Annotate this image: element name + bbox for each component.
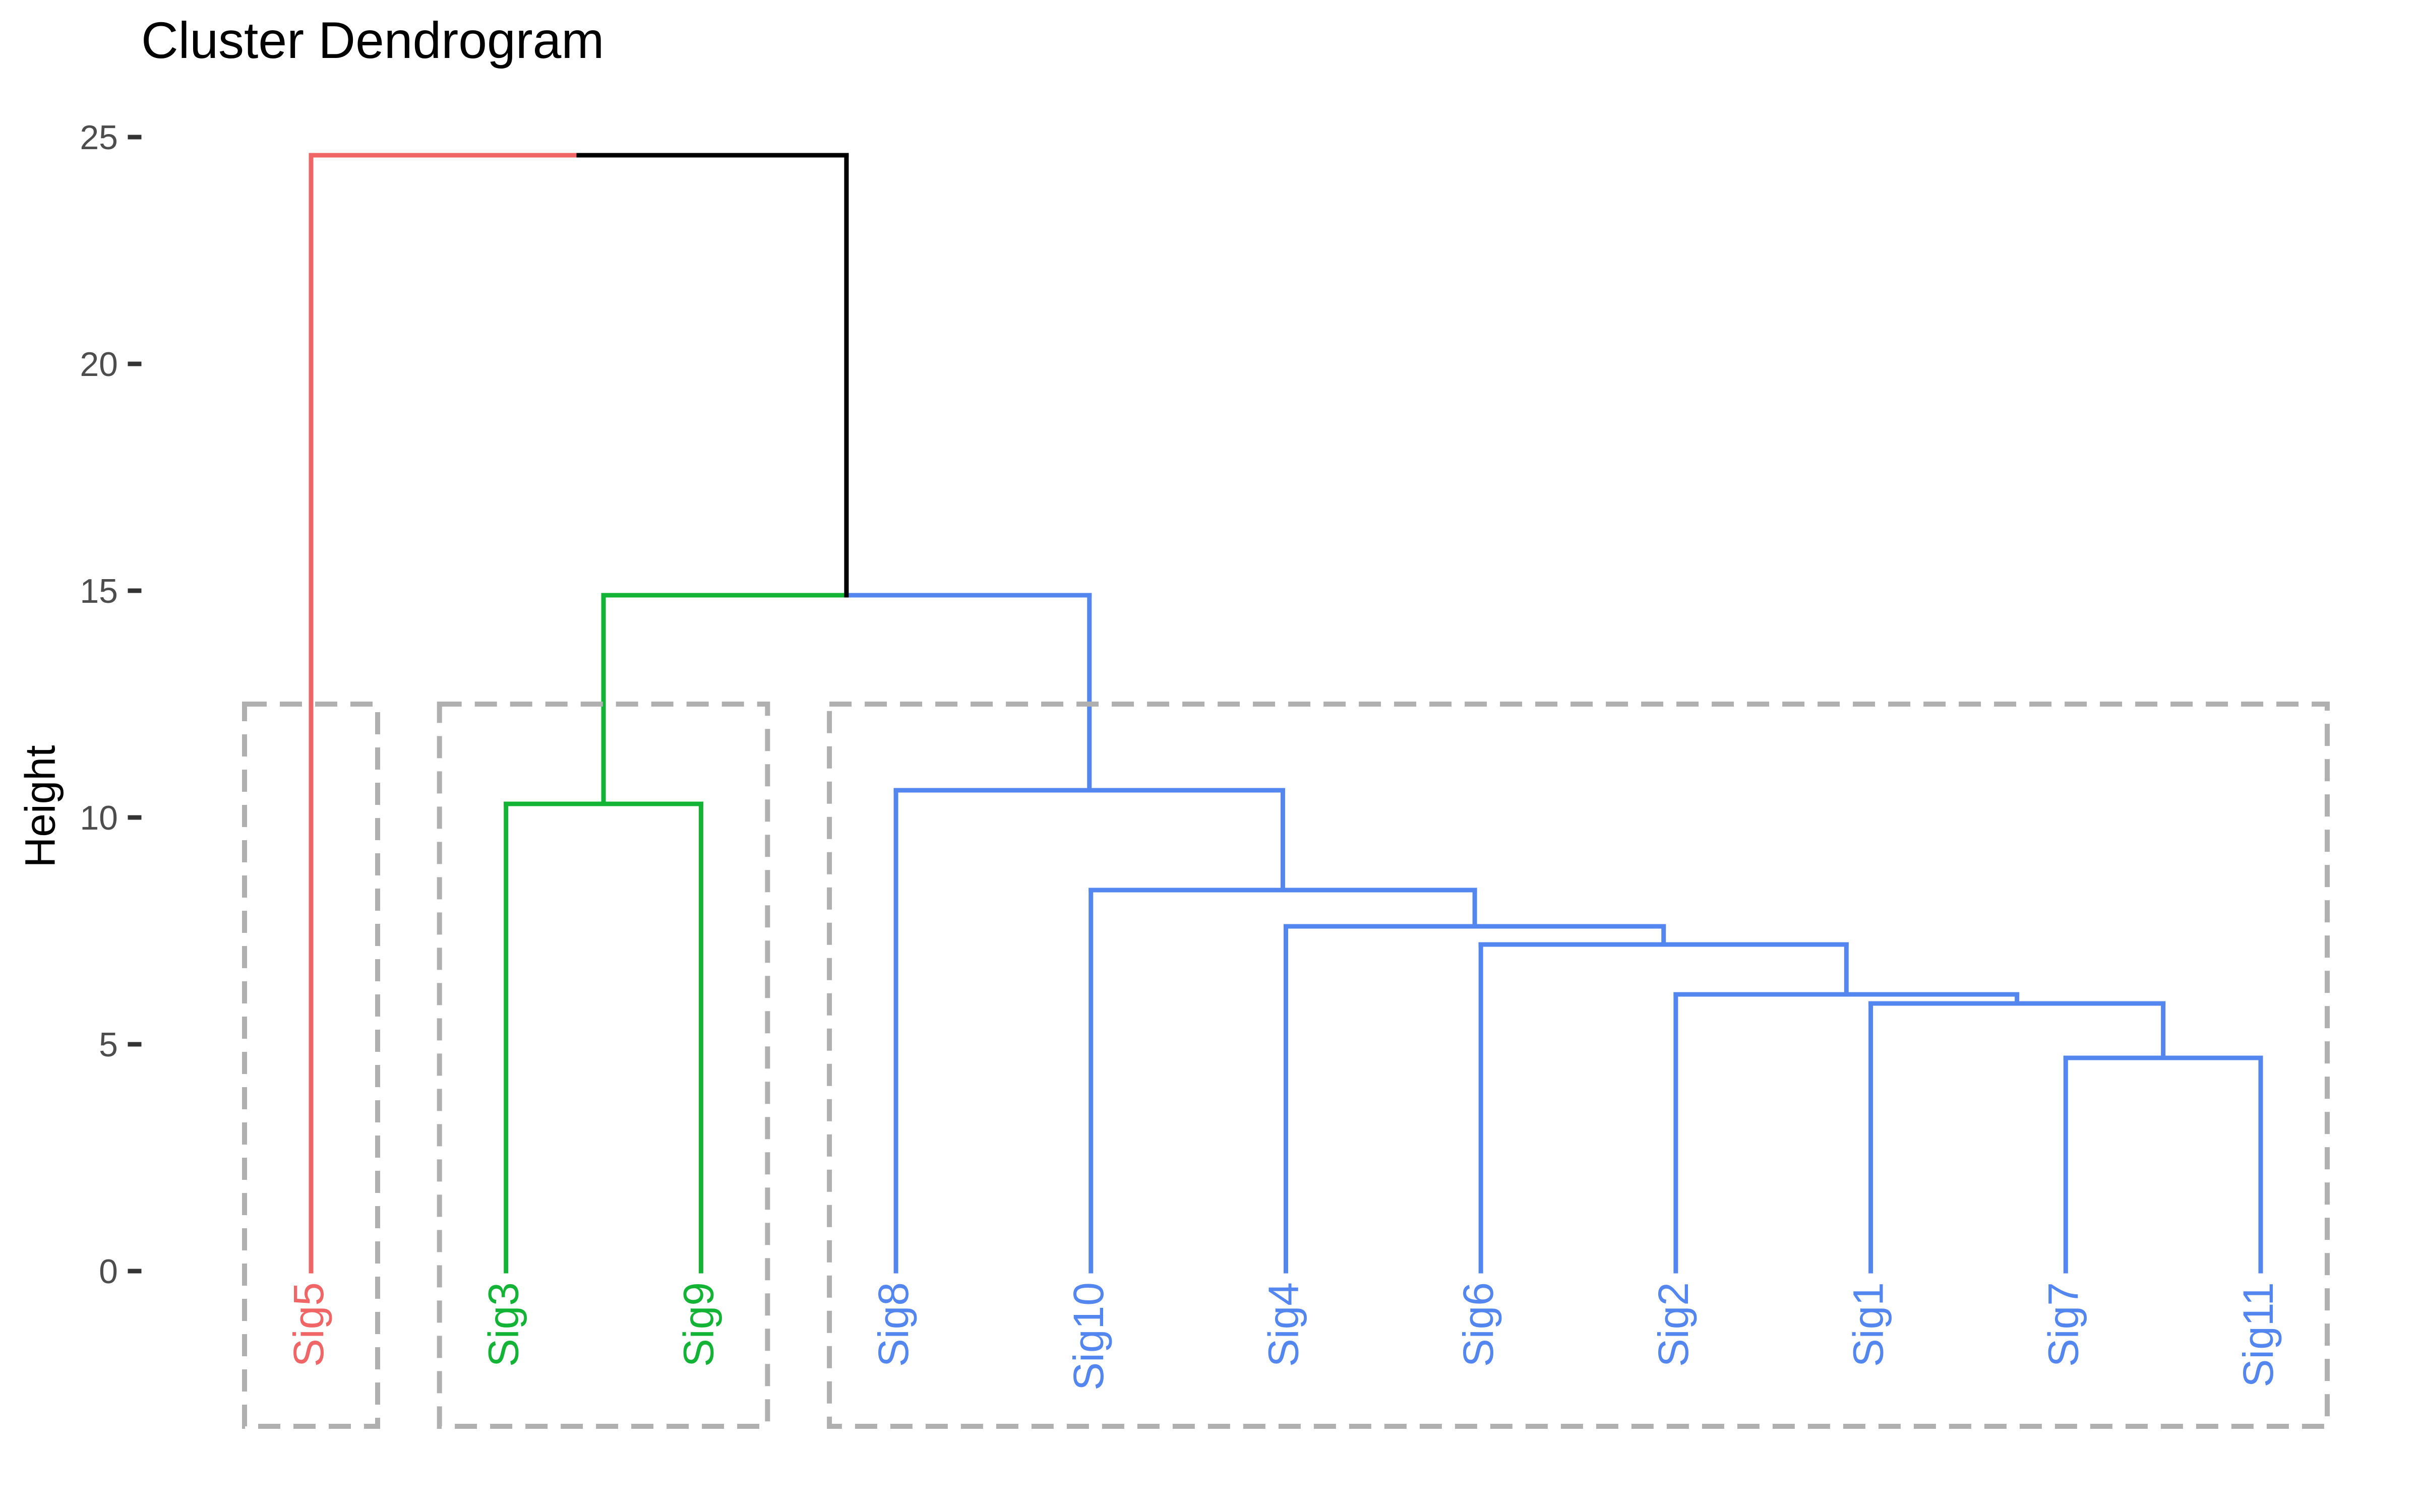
y-tick-label: 20 (80, 345, 118, 384)
y-tick-label: 5 (99, 1026, 118, 1064)
leaf-label: Sig7 (2039, 1282, 2087, 1367)
cluster-box (437, 702, 770, 1429)
leaf-label: Sig9 (675, 1282, 722, 1367)
leaf-label: Sig1 (1845, 1282, 1892, 1367)
y-tick-label: 10 (80, 799, 118, 837)
cluster-box (242, 702, 380, 1429)
leaf-label: Sig10 (1065, 1282, 1112, 1391)
leaf-label: Sig2 (1650, 1282, 1697, 1367)
cluster-box (827, 702, 2330, 1429)
chart-title: Cluster Dendrogram (141, 12, 604, 69)
y-tick-label: 0 (99, 1252, 118, 1291)
leaf-label: Sig5 (285, 1282, 332, 1367)
leaf-label: Sig8 (870, 1282, 917, 1367)
leaf-label: Sig11 (2234, 1282, 2282, 1388)
leaf-label: Sig6 (1455, 1282, 1502, 1367)
leaf-label: Sig4 (1260, 1282, 1307, 1367)
y-tick-label: 15 (80, 572, 118, 610)
y-tick-label: 25 (80, 118, 118, 157)
leaf-label: Sig3 (480, 1282, 527, 1367)
